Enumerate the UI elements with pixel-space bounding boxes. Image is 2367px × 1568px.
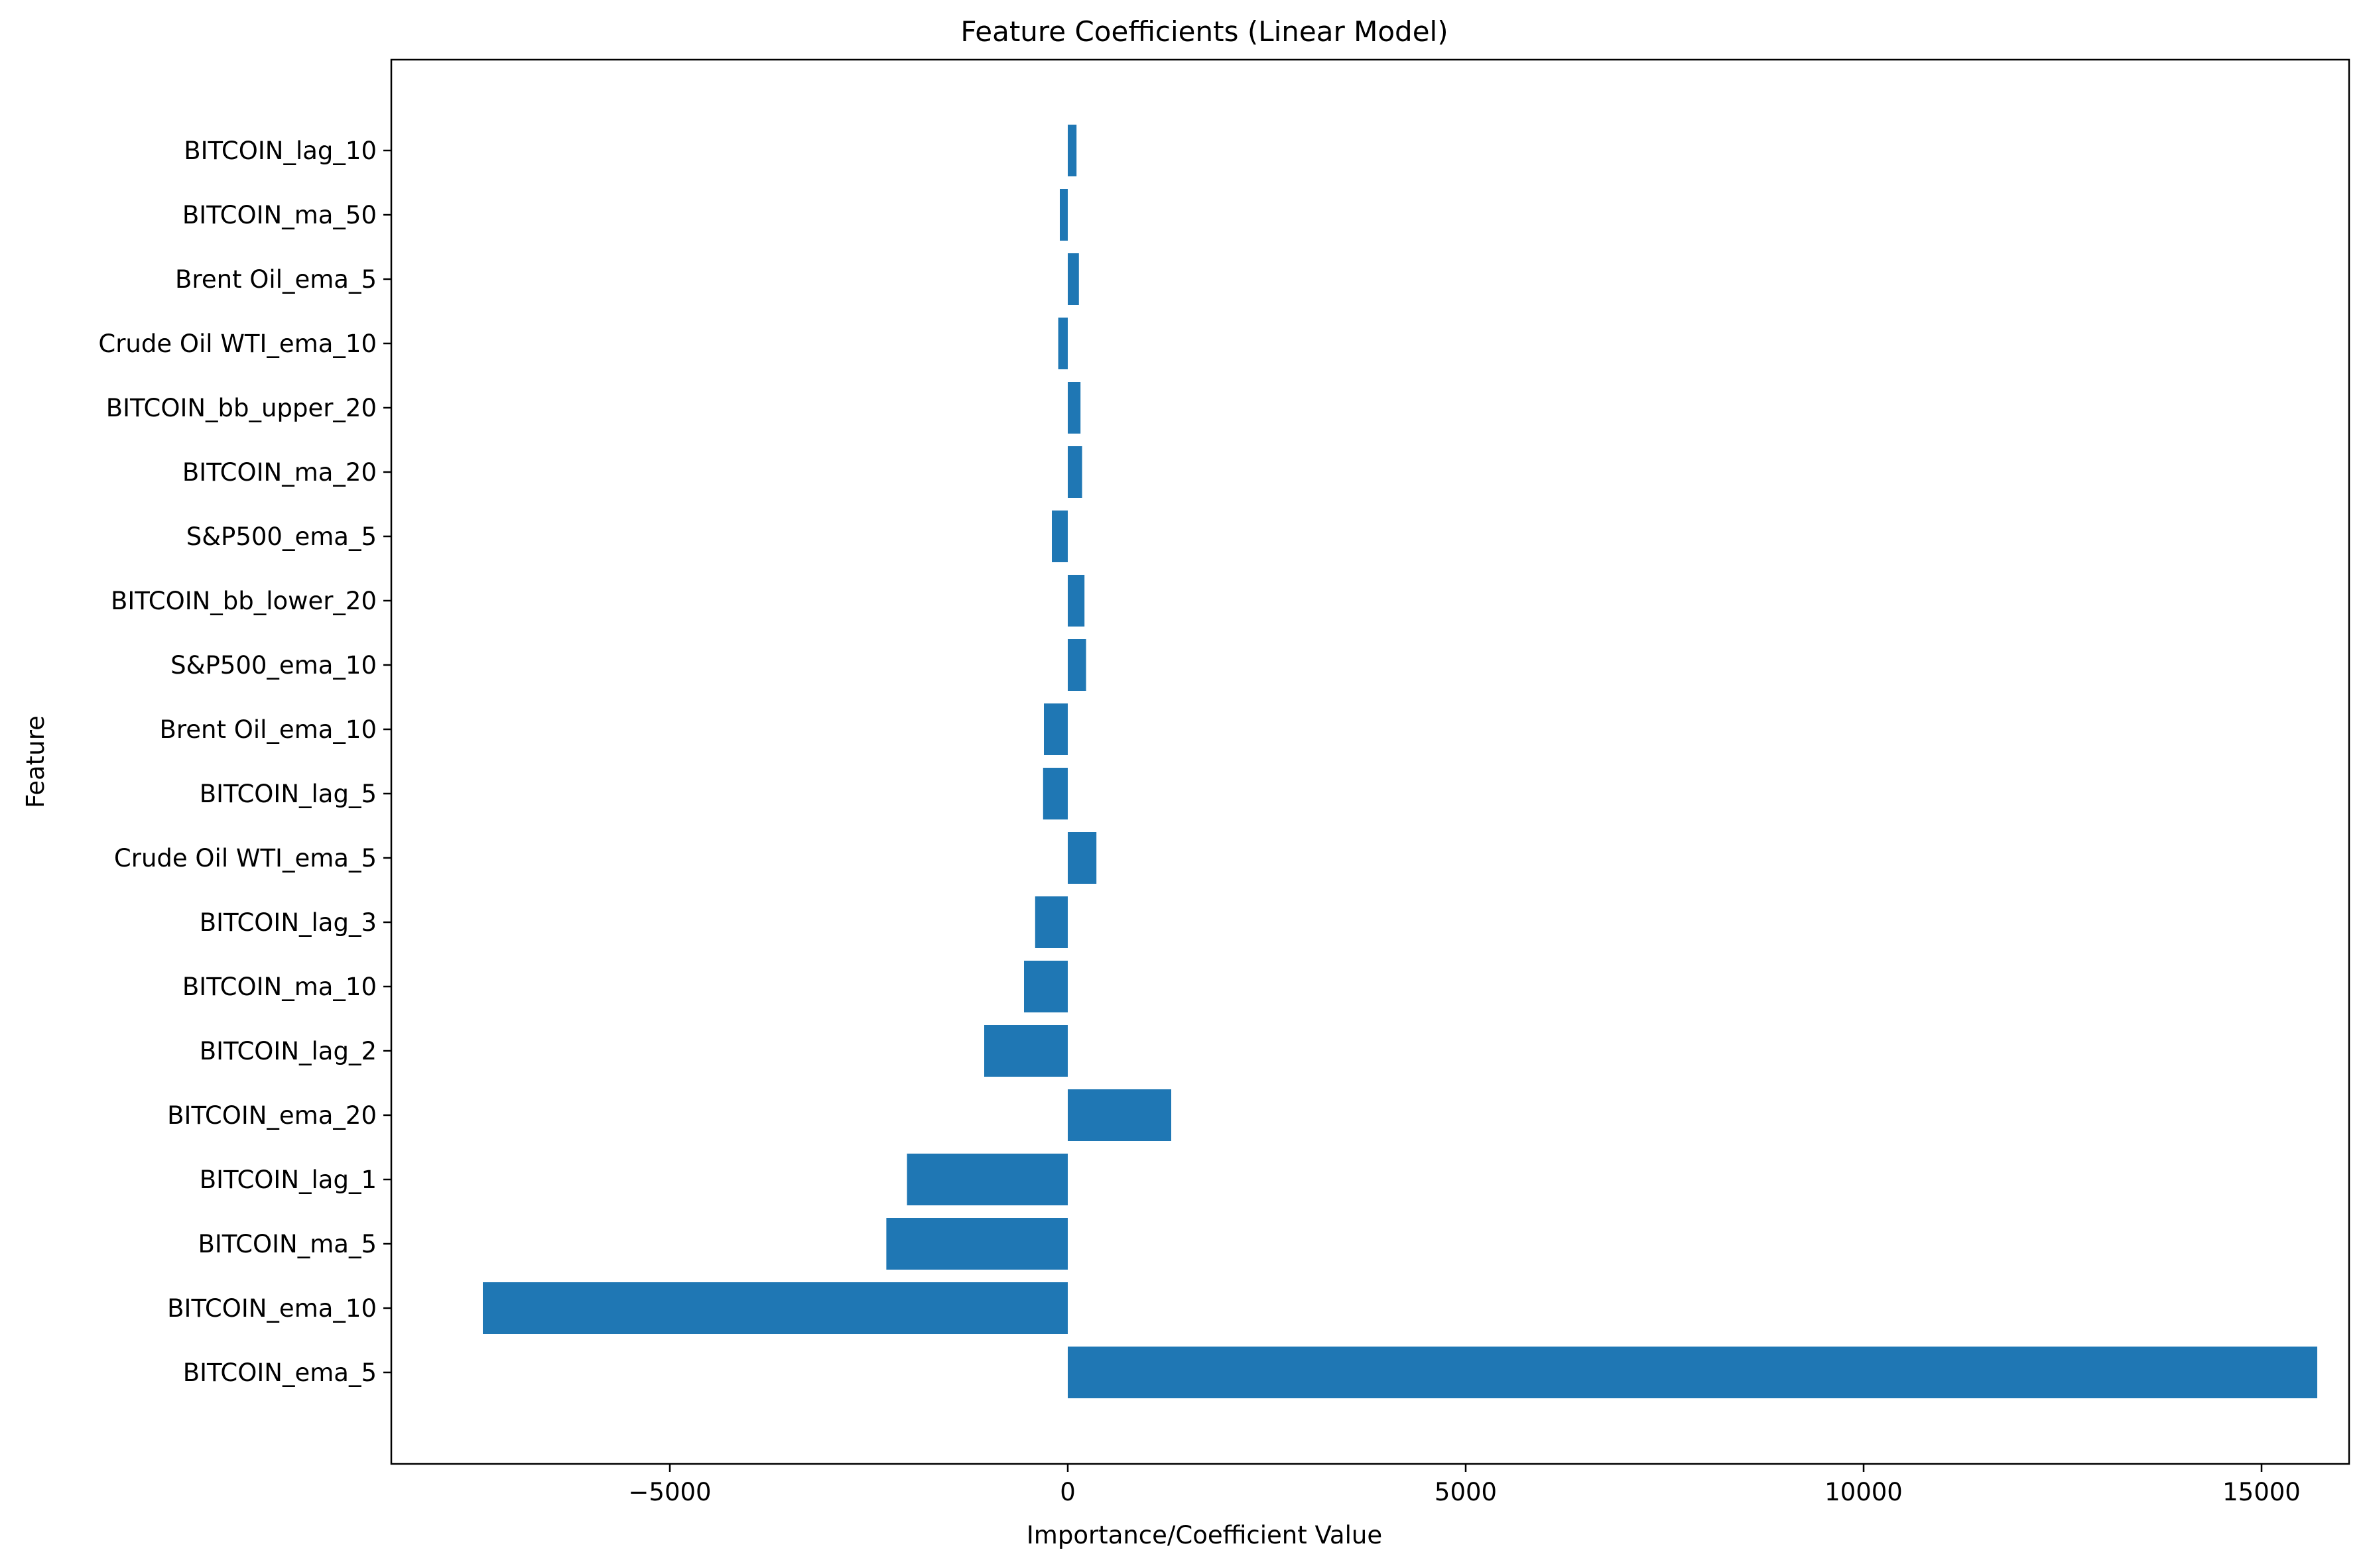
bar — [1052, 511, 1068, 562]
y-tick-label: BITCOIN_lag_3 — [200, 908, 377, 937]
chart-title: Feature Coefficients (Linear Model) — [960, 15, 1448, 48]
bar — [1068, 832, 1097, 884]
bar — [1068, 446, 1082, 498]
y-tick-label: BITCOIN_ema_5 — [183, 1358, 377, 1387]
y-tick-label: BITCOIN_bb_upper_20 — [106, 394, 377, 422]
bar — [1068, 125, 1077, 176]
y-tick-label: BITCOIN_bb_lower_20 — [111, 587, 377, 615]
y-tick-label: Brent Oil_ema_5 — [175, 265, 377, 294]
plot-area-frame — [390, 58, 2350, 1465]
y-axis: BITCOIN_lag_10 BITCOIN_ma_50 Brent Oil_ema… — [98, 137, 391, 1387]
x-tick-label: −5000 — [628, 1478, 711, 1506]
y-tick-label: BITCOIN_ma_50 — [182, 201, 377, 229]
bar — [1024, 961, 1068, 1012]
bar — [1068, 1347, 2317, 1398]
bar — [1068, 382, 1081, 434]
bar — [1068, 639, 1086, 691]
bar — [483, 1282, 1068, 1334]
y-tick-label: BITCOIN_lag_5 — [200, 780, 377, 808]
bar — [1044, 703, 1068, 755]
bar — [984, 1025, 1068, 1077]
bar — [1068, 253, 1079, 305]
bar — [1060, 189, 1068, 241]
bar — [1068, 1089, 1171, 1141]
x-tick-label: 10000 — [1824, 1478, 1903, 1506]
bar — [907, 1154, 1068, 1205]
x-axis: −5000 0 5000 10000 15000 — [628, 1464, 2301, 1506]
y-tick-label: Crude Oil WTI_ema_10 — [98, 330, 377, 358]
y-tick-label: BITCOIN_lag_2 — [200, 1037, 377, 1065]
bar — [1035, 896, 1068, 948]
y-tick-label: BITCOIN_ma_20 — [182, 458, 377, 487]
y-tick-label: Crude Oil WTI_ema_5 — [114, 844, 377, 873]
y-axis-label: Feature — [21, 715, 50, 808]
bar — [886, 1218, 1068, 1270]
y-tick-label: BITCOIN_ma_10 — [182, 973, 377, 1001]
bar — [1068, 575, 1085, 627]
y-tick-label: S&P500_ema_5 — [186, 522, 377, 551]
bar — [1043, 768, 1068, 819]
y-tick-label: BITCOIN_ma_5 — [198, 1230, 377, 1258]
y-tick-label: BITCOIN_ema_10 — [167, 1294, 377, 1323]
y-tick-label: BITCOIN_lag_1 — [200, 1166, 377, 1194]
y-tick-label: S&P500_ema_10 — [170, 651, 377, 680]
x-tick-label: 0 — [1060, 1478, 1076, 1506]
x-tick-label: 15000 — [2222, 1478, 2301, 1506]
bar — [1058, 318, 1068, 369]
y-tick-label: BITCOIN_ema_20 — [167, 1101, 377, 1130]
bars-group — [483, 125, 2317, 1398]
y-tick-label: BITCOIN_lag_10 — [184, 137, 377, 165]
x-axis-label: Importance/Coefficient Value — [1027, 1521, 1382, 1549]
x-tick-label: 5000 — [1435, 1478, 1497, 1506]
y-tick-label: Brent Oil_ema_10 — [159, 715, 377, 744]
